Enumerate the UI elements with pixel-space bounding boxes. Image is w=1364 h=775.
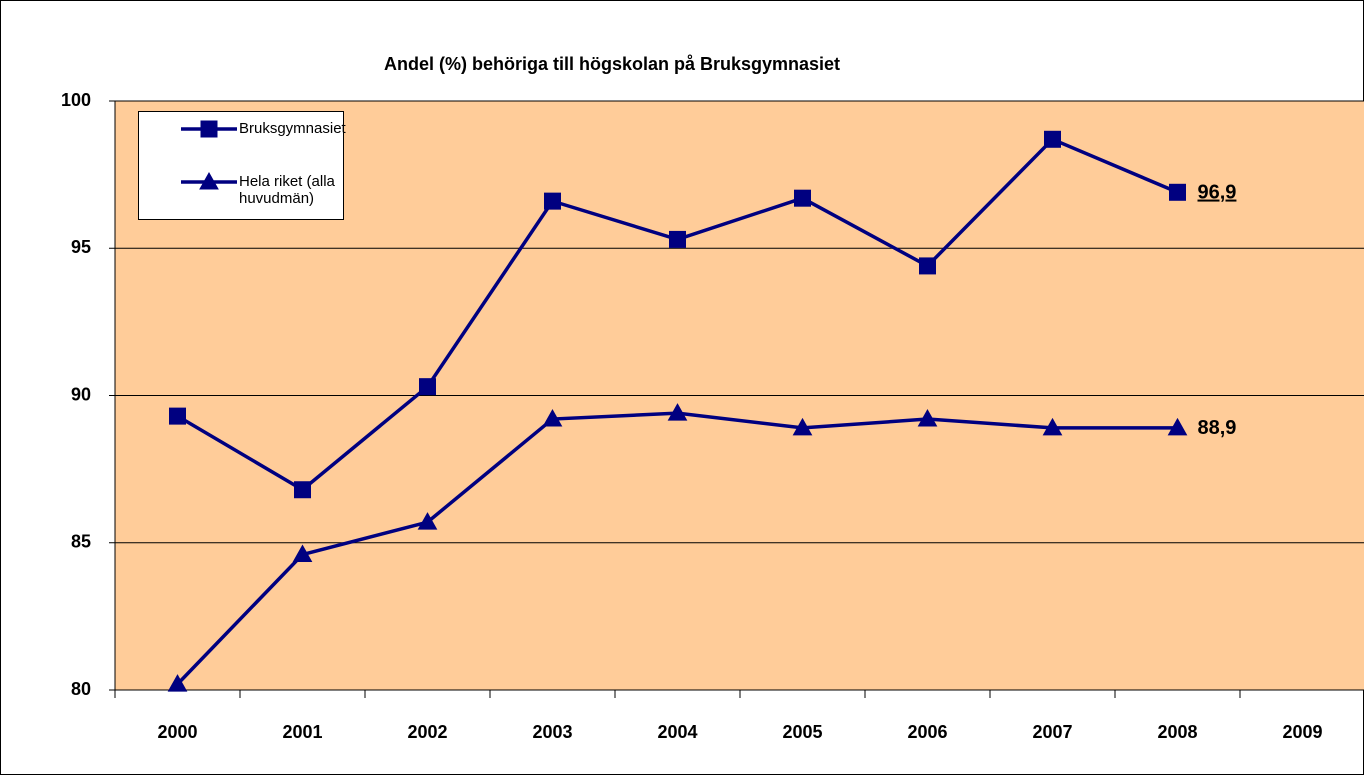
data-label: 96,9	[1198, 182, 1237, 204]
marker	[542, 409, 563, 427]
marker	[794, 189, 811, 207]
legend-label: Hela riket (alla huvudmän)	[239, 173, 335, 207]
marker	[917, 409, 938, 427]
marker	[792, 417, 813, 436]
x-tick-label: 2002	[407, 722, 447, 742]
legend-symbols	[181, 120, 237, 190]
marker	[1042, 417, 1063, 436]
x-tick-label: 2001	[282, 722, 322, 742]
marker	[167, 674, 188, 692]
x-tick-label: 2000	[157, 722, 197, 742]
y-tick-label: 80	[71, 679, 91, 699]
y-tick-label: 100	[61, 90, 91, 110]
x-tick-label: 2004	[657, 722, 697, 742]
data-label: 88,9	[1198, 417, 1237, 439]
y-tick-label: 90	[71, 384, 91, 404]
marker	[292, 544, 313, 563]
x-tick-label: 2005	[782, 722, 822, 742]
marker	[1167, 417, 1188, 436]
y-tick-label: 95	[71, 237, 91, 257]
marker	[919, 257, 936, 275]
x-tick-label: 2009	[1282, 722, 1322, 742]
marker	[1169, 183, 1186, 201]
chart-title: Andel (%) behöriga till högskolan på Bru…	[384, 54, 840, 74]
marker	[169, 407, 186, 425]
marker	[669, 230, 686, 248]
x-tick-label: 2008	[1157, 722, 1197, 742]
x-tick-label: 2006	[907, 722, 947, 742]
legend: Bruksgymnasiet Hela riket (alla huvudmän)	[138, 111, 346, 220]
legend-marker	[200, 120, 218, 138]
y-tick-label: 85	[71, 532, 91, 552]
x-tick-label: 2007	[1032, 722, 1072, 742]
legend-label: Bruksgymnasiet	[239, 120, 346, 137]
legend-marker	[199, 171, 219, 190]
marker	[419, 378, 436, 396]
marker	[294, 481, 311, 499]
marker	[417, 512, 438, 530]
marker	[1044, 130, 1061, 148]
marker	[544, 192, 561, 210]
x-tick-label: 2003	[532, 722, 572, 742]
marker	[667, 403, 688, 421]
